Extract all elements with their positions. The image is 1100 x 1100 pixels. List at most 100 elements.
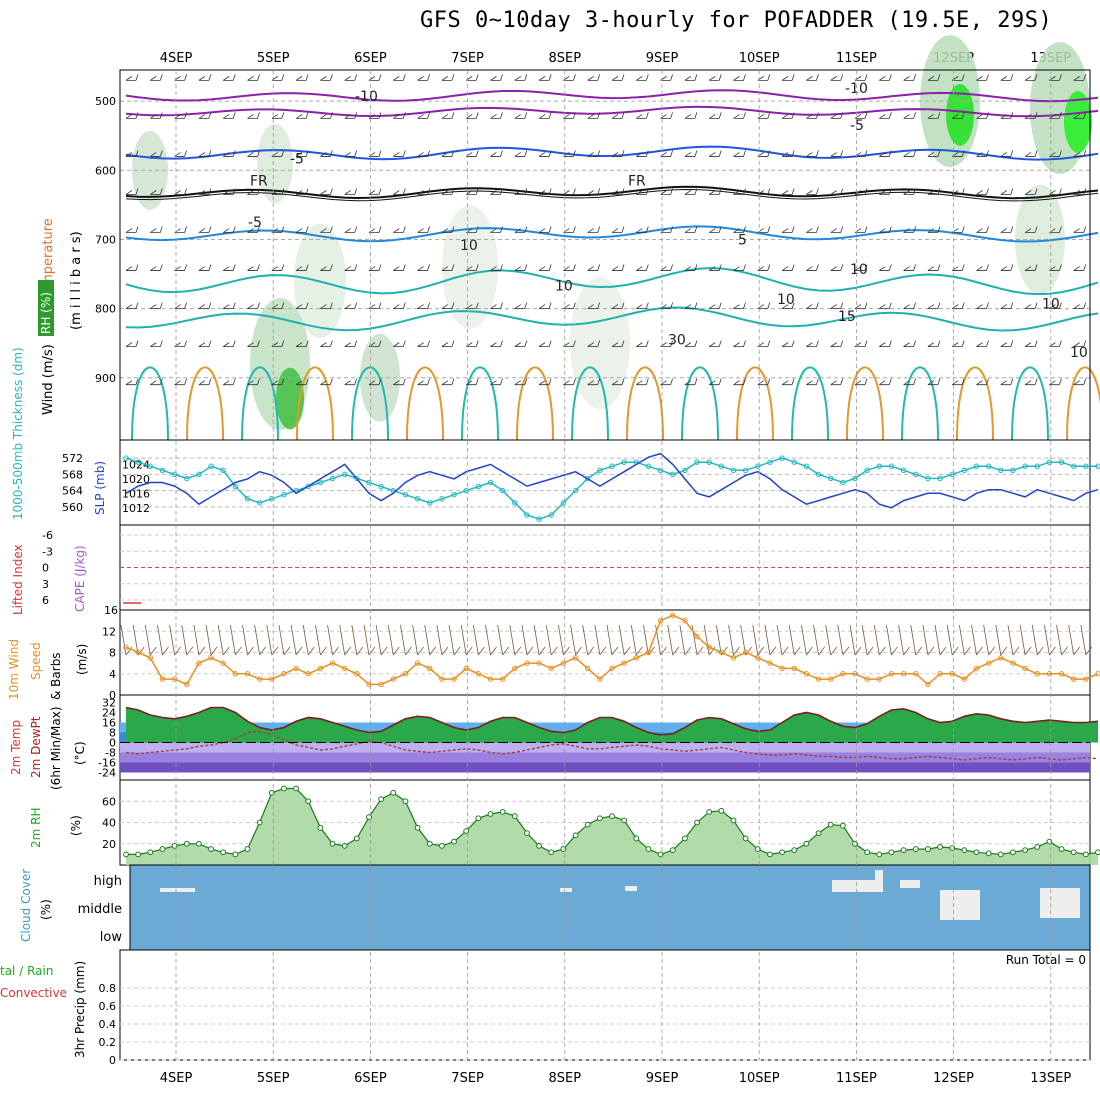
wind-barb — [150, 226, 163, 233]
precip-tick: 0.2 — [99, 1036, 117, 1049]
wind-barb — [344, 150, 358, 157]
thickness-point — [706, 459, 712, 465]
rh-point — [511, 813, 518, 820]
wind10m-barb — [509, 624, 522, 656]
wind10m-barb — [910, 624, 923, 656]
wind10m-barb — [934, 624, 947, 656]
wind-barb — [563, 74, 576, 81]
thickness-point — [512, 500, 518, 506]
temp-contour-column — [461, 366, 499, 441]
wind-barb — [198, 378, 212, 386]
wind10m-barb — [387, 624, 400, 656]
wind-barb — [587, 302, 601, 309]
wind-speed-point — [1095, 671, 1100, 677]
rh-point — [839, 822, 846, 829]
wind10m-barb — [181, 624, 194, 656]
wind-speed-point — [329, 660, 336, 666]
wind-barb — [271, 378, 285, 386]
cloud-patch — [875, 870, 883, 892]
temp-contour-column — [791, 366, 829, 441]
rh-point — [730, 817, 737, 824]
wind-barb — [879, 378, 892, 386]
wind-barb — [417, 340, 430, 348]
wind-barb — [320, 112, 333, 119]
wind-barb — [733, 188, 746, 195]
wind-speed-point — [913, 671, 919, 677]
wind-barb — [514, 302, 528, 309]
thickness-point — [682, 467, 688, 474]
precip-panel-frame — [119, 949, 1091, 1061]
wind-barb — [198, 340, 212, 348]
wind-barb — [733, 264, 746, 271]
temp-contour-column — [186, 366, 224, 441]
temp-contour-column — [571, 366, 609, 441]
wind-speed-point — [451, 676, 457, 682]
wind-barb — [563, 378, 576, 386]
thickness-line — [125, 457, 1098, 520]
wind-barb — [636, 302, 649, 309]
wind-barb — [587, 112, 601, 119]
thickness-point — [317, 479, 324, 486]
wind-barb — [441, 188, 455, 195]
wind-speed-point — [888, 671, 895, 677]
rh-point — [414, 824, 421, 831]
rh-point — [402, 798, 409, 805]
wind-barb — [174, 340, 187, 348]
rh-point — [767, 851, 773, 858]
wind-speed-point — [427, 665, 433, 672]
rh-point — [609, 813, 615, 820]
rh-point — [876, 851, 883, 858]
rh-point — [706, 808, 713, 815]
cloud-patch — [940, 890, 980, 920]
wind10m-barb — [898, 624, 910, 656]
wind-barb — [806, 264, 819, 271]
wind-barb — [684, 302, 698, 309]
wind-barb — [1000, 74, 1014, 81]
wind-speed-point — [414, 660, 421, 666]
temp-band — [120, 762, 1090, 773]
contour-label: -5 — [248, 215, 262, 231]
thickness-point — [572, 487, 579, 494]
cloud-label: Cloud Cover — [19, 869, 33, 942]
wind-barb — [1000, 112, 1014, 119]
thickness-point — [147, 463, 154, 469]
wind-speed-point — [779, 665, 785, 672]
temp-label-b: 2m DewPt — [29, 716, 43, 778]
wind-barb — [247, 112, 260, 119]
wind-barb — [636, 112, 649, 119]
wind-barb — [247, 378, 260, 386]
wind-barb — [611, 112, 625, 119]
rh-shade — [946, 84, 974, 146]
rh-point — [682, 835, 688, 842]
wind-barb — [854, 378, 868, 386]
wind-barb — [830, 340, 844, 348]
rh-point — [353, 835, 360, 842]
rh-tick: 20 — [102, 838, 116, 851]
wind-barb — [733, 112, 746, 119]
cloud-patch — [1040, 888, 1080, 918]
cloud-patch — [625, 886, 637, 891]
li-label: Lifted Index — [11, 544, 25, 615]
wind10m-barb — [205, 624, 218, 656]
thickness-point — [998, 467, 1004, 474]
wind-speed-point — [256, 676, 263, 682]
contour-label: 10 — [777, 292, 795, 308]
wind-barb — [1049, 188, 1062, 195]
wind-barb — [951, 264, 965, 271]
wind-barb — [976, 302, 989, 309]
wind-speed-point — [159, 676, 166, 682]
wind10m-barb — [849, 624, 862, 656]
wind-barb — [344, 264, 358, 271]
wind-barb — [587, 188, 601, 195]
wind-barb — [538, 378, 552, 386]
wind10m-barb — [242, 624, 254, 656]
wind-speed-point — [208, 655, 214, 661]
wind-label-b: Speed — [29, 642, 43, 680]
date-label-bottom: 10SEP — [739, 1071, 780, 1086]
wind-speed-point — [755, 655, 761, 661]
contour-label: 10 — [850, 262, 868, 278]
wind-barb — [611, 74, 625, 81]
rh-point — [900, 847, 907, 854]
wind-speed-point — [597, 676, 603, 682]
temp-area — [126, 707, 1098, 743]
